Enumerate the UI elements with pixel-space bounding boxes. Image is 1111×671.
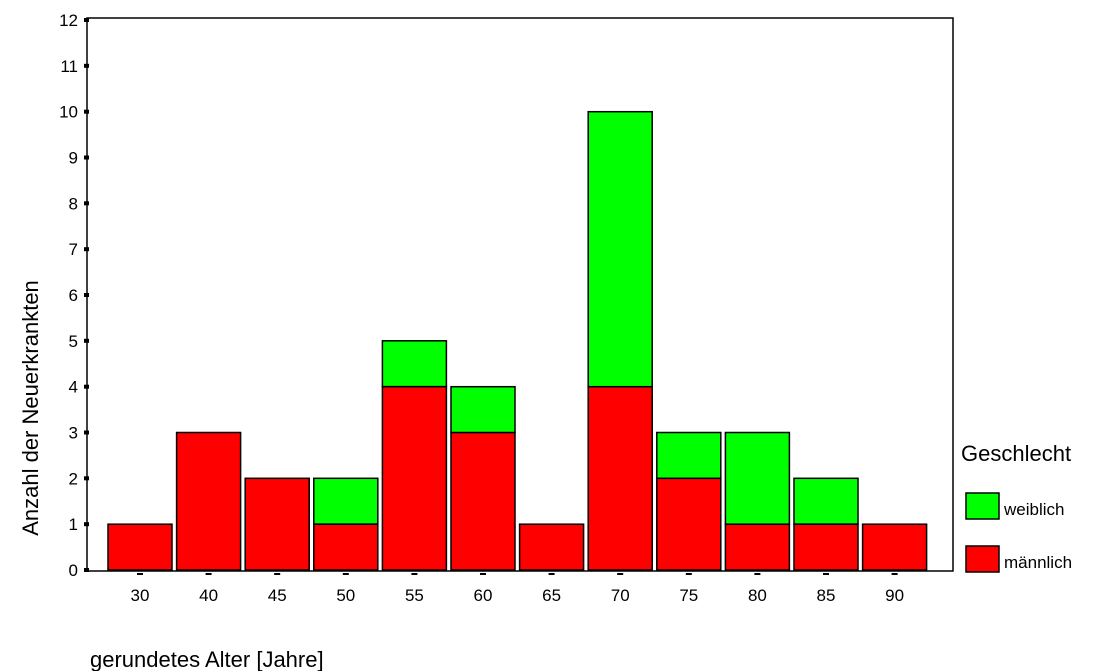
- x-tick-mark: [617, 573, 624, 575]
- y-tick-label: 2: [69, 469, 78, 488]
- y-tick-mark: [84, 201, 89, 206]
- x-tick-label: 80: [748, 586, 767, 605]
- bar-60-weiblich: [450, 385, 516, 434]
- y-tick-label: 8: [69, 194, 78, 213]
- y-tick-label: 5: [69, 332, 78, 351]
- bar-85-weiblich: [793, 477, 859, 525]
- bar-30-maennlich: [107, 523, 173, 571]
- bar-65-maennlich: [518, 523, 585, 571]
- x-tick-mark: [548, 573, 555, 575]
- x-tick-label: 40: [199, 586, 218, 605]
- bar-50-weiblich: [313, 477, 379, 525]
- y-tick-mark: [84, 568, 89, 572]
- bar-50-maennlich: [313, 523, 379, 571]
- x-tick-mark: [685, 573, 692, 575]
- bar-75-maennlich: [656, 477, 722, 571]
- y-tick-label: 6: [69, 286, 78, 305]
- y-tick-mark: [84, 63, 89, 68]
- x-tick-mark: [891, 573, 898, 575]
- legend-swatch: [965, 492, 1000, 520]
- y-tick-label: 7: [69, 240, 78, 259]
- y-tick-mark: [84, 476, 89, 481]
- x-tick-label: 85: [817, 586, 836, 605]
- y-tick-label: 0: [69, 561, 78, 580]
- legend-label: weiblich: [1003, 500, 1064, 519]
- bar-80-weiblich: [724, 431, 791, 525]
- x-tick-label: 30: [131, 586, 150, 605]
- y-tick-mark: [84, 155, 89, 160]
- legend: Geschlecht weiblich männlich: [961, 441, 1072, 573]
- x-tick-label: 65: [542, 586, 561, 605]
- bar-90-maennlich: [861, 523, 928, 571]
- x-tick-mark: [342, 573, 349, 575]
- legend-label: männlich: [1004, 553, 1072, 572]
- bar-55-maennlich: [381, 385, 448, 571]
- bar-60-maennlich: [450, 431, 516, 571]
- x-tick-label: 45: [268, 586, 287, 605]
- x-tick-mark: [274, 573, 281, 575]
- x-tick-mark: [480, 573, 486, 575]
- x-tick-mark: [823, 573, 829, 575]
- y-tick-label: 1: [69, 515, 78, 534]
- bar-70-maennlich: [587, 385, 653, 571]
- legend-swatch: [965, 545, 1000, 573]
- y-axis-title: Anzahl der Neuerkrankten: [18, 280, 43, 536]
- y-tick-mark: [84, 338, 89, 343]
- x-tick-mark: [137, 573, 143, 575]
- x-tick-mark: [754, 573, 761, 575]
- legend-title: Geschlecht: [961, 441, 1071, 466]
- y-tick-label: 9: [69, 149, 78, 168]
- bars-group: [107, 110, 928, 575]
- x-tick-label: 60: [474, 586, 493, 605]
- y-tick-mark: [84, 430, 89, 435]
- y-tick-mark: [84, 109, 89, 114]
- x-tick-label: 55: [405, 586, 424, 605]
- y-tick-label: 11: [60, 57, 78, 76]
- x-tick-mark: [205, 573, 212, 575]
- x-tick-label: 50: [336, 586, 355, 605]
- bar-80-maennlich: [724, 523, 791, 571]
- y-tick-mark: [84, 384, 89, 389]
- bar-85-maennlich: [793, 523, 859, 571]
- bar-40-maennlich: [175, 431, 242, 571]
- y-tick-label: 12: [59, 11, 78, 30]
- x-tick-label: 90: [885, 586, 904, 605]
- y-tick-label: 3: [69, 424, 78, 443]
- x-tick-label: 70: [611, 586, 630, 605]
- y-tick-label: 10: [59, 103, 78, 122]
- x-axis-title: gerundetes Alter [Jahre]: [90, 647, 324, 671]
- x-axis-ticks: 30 40 45 50 55 60 65 70 75 80 85 90: [131, 586, 905, 605]
- bar-75-weiblich: [656, 431, 722, 480]
- bar-45-maennlich: [244, 477, 310, 571]
- y-tick-mark: [84, 293, 89, 297]
- y-tick-mark: [84, 522, 89, 527]
- bar-55-weiblich: [381, 340, 448, 388]
- x-tick-label: 75: [679, 586, 698, 605]
- legend-entries: weiblich männlich: [965, 492, 1072, 573]
- y-tick-label: 4: [69, 378, 78, 397]
- x-tick-mark: [411, 573, 418, 575]
- y-tick-mark: [84, 18, 89, 22]
- y-tick-mark: [84, 247, 89, 252]
- bar-70-weiblich: [587, 110, 653, 388]
